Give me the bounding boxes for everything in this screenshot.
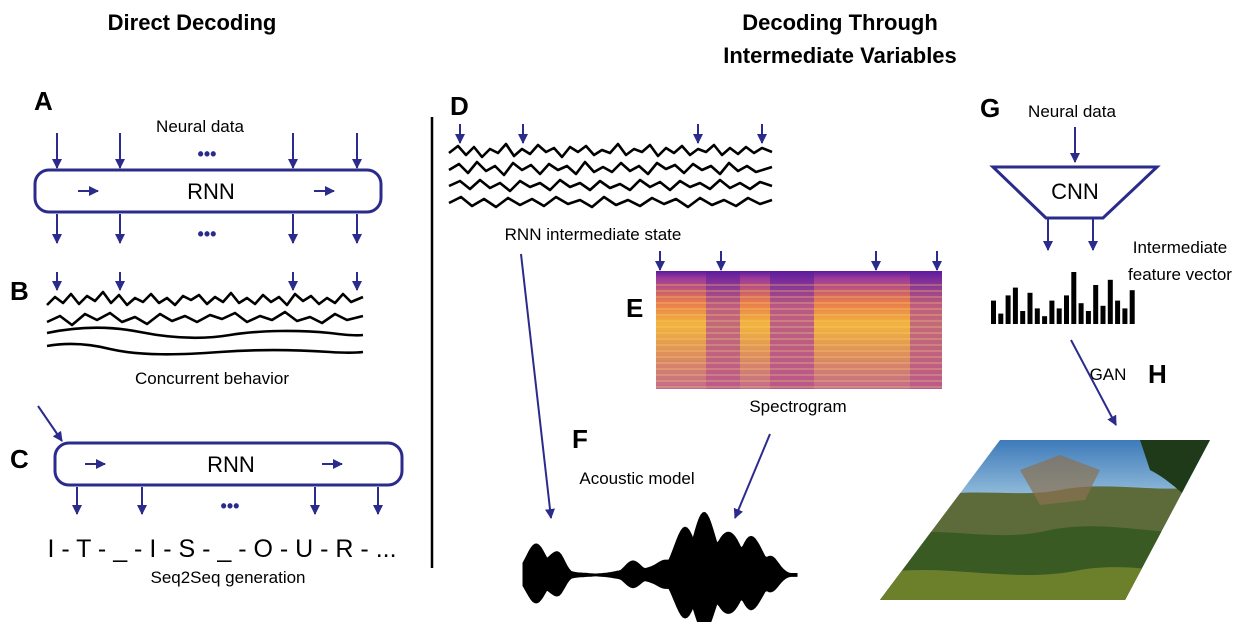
intermediate-feature-label-line1: Intermediate [1133, 238, 1228, 257]
neural-data-label-g: Neural data [1028, 102, 1116, 121]
rnn-state-trace-1 [448, 142, 773, 159]
panel-letter-g: G [980, 93, 1000, 123]
intermediate-feature-label-line2: feature vector [1128, 265, 1232, 284]
feature-bar [1049, 300, 1055, 324]
feature-bar [1071, 272, 1077, 324]
behavior-trace-1 [46, 290, 364, 307]
feature-bar [1027, 292, 1033, 324]
rnn-box-a [33, 168, 383, 214]
header-direct-decoding: Direct Decoding [108, 10, 277, 35]
panel-e: E Spectrogram [626, 251, 942, 416]
seq2seq-output-sequence: I - T - _ - I - S - _ - O - U - R - ... [47, 535, 396, 563]
rnn-box-c [53, 441, 404, 487]
feature-bar [1122, 308, 1128, 324]
feature-bar [1129, 290, 1135, 324]
header-intermediate-line1: Decoding Through [742, 10, 938, 35]
feature-bar [1005, 295, 1011, 324]
rnn-label-c: RNN [207, 452, 255, 477]
gan-label: GAN [1090, 365, 1127, 384]
panel-a: A Neural data ••• RNN ••• [33, 86, 383, 244]
neural-data-label-a: Neural data [156, 117, 244, 136]
spectrogram-label: Spectrogram [749, 397, 846, 416]
panel-letter-e: E [626, 293, 643, 323]
rnn-state-trace-2 [448, 160, 773, 177]
feature-vector-bars [991, 272, 1135, 324]
feature-bar [1107, 279, 1113, 324]
panel-letter-a: A [34, 86, 53, 116]
feature-bar [998, 313, 1004, 324]
ellipsis-c: ••• [221, 496, 240, 516]
ellipsis-top-a: ••• [198, 144, 217, 164]
panel-letter-b: B [10, 276, 29, 306]
rnn-label-a: RNN [187, 179, 235, 204]
feature-bar [1056, 308, 1062, 324]
feature-bar [1012, 287, 1018, 324]
acoustic-model-label: Acoustic model [579, 469, 694, 488]
feature-bar [1085, 311, 1091, 324]
feature-bar [1034, 308, 1040, 324]
feature-bar [1100, 305, 1106, 324]
generated-landscape-image [880, 440, 1210, 600]
spectrogram-image [656, 271, 942, 389]
waveform-image [522, 511, 798, 622]
header-intermediate-line2: Intermediate Variables [723, 43, 957, 68]
feature-bar [1064, 295, 1069, 324]
panel-f: F Acoustic model [520, 253, 798, 622]
panel-d: D RNN intermediate state [448, 91, 773, 244]
seq2seq-label: Seq2Seq generation [150, 568, 305, 587]
feature-bar [991, 300, 996, 324]
cnn-label: CNN [1051, 179, 1099, 204]
panel-letter-c: C [10, 444, 29, 474]
concurrent-behavior-label: Concurrent behavior [135, 369, 289, 388]
feature-bar [1020, 311, 1026, 324]
panel-g: G Neural data CNN Intermediate feature v… [980, 93, 1232, 324]
behavior-trace-4 [46, 342, 364, 356]
feature-bar [1115, 300, 1121, 324]
rnn-state-trace-4 [448, 195, 773, 209]
panel-letter-d: D [450, 91, 469, 121]
panel-c: C RNN ••• I - T - _ - I - S - _ - O - U … [10, 405, 404, 587]
rnn-state-trace-3 [448, 178, 773, 193]
panel-letter-f: F [572, 424, 588, 454]
ellipsis-bottom-a: ••• [198, 224, 217, 244]
feature-bar [1042, 316, 1048, 324]
behavior-trace-2 [46, 310, 364, 327]
rnn-intermediate-state-label: RNN intermediate state [505, 225, 682, 244]
panel-b: B Concurrent behavior [10, 272, 364, 388]
panel-letter-h: H [1148, 359, 1167, 389]
cnn-trapezoid [989, 165, 1161, 220]
behavior-trace-3 [46, 326, 364, 340]
feature-bar [1078, 303, 1084, 324]
feature-bar [1093, 285, 1099, 324]
